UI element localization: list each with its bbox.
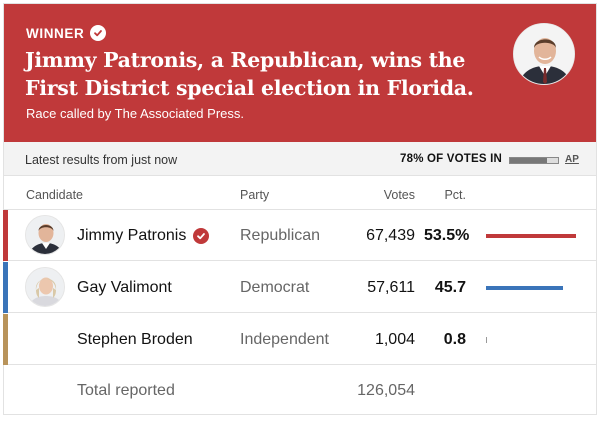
candidate-name: Jimmy Patronis [77, 227, 210, 245]
table-row: Gay Valimont Democrat 57,611 45.7 [3, 262, 596, 313]
header-candidate: Candidate [26, 188, 83, 202]
candidate-name: Stephen Broden [77, 331, 193, 349]
winner-photo [513, 23, 575, 85]
candidate-party: Democrat [240, 279, 310, 296]
winner-label: WINNER [26, 25, 85, 41]
vote-share-bar [486, 234, 576, 238]
candidate-party: Republican [240, 227, 321, 244]
winner-checkmark-icon [193, 228, 210, 244]
headline: Jimmy Patronis, a Republican, wins the F… [25, 48, 474, 100]
status-bar: Latest results from just now 78% OF VOTE… [4, 142, 596, 176]
candidate-pct: 53.5% [424, 227, 470, 244]
candidate-photo [25, 215, 65, 255]
candidate-votes: 67,439 [366, 227, 415, 244]
header-pct: Pct. [444, 188, 466, 202]
candidate-name-text: Stephen Broden [77, 331, 193, 348]
ap-source-link[interactable]: AP [565, 154, 579, 165]
header-votes: Votes [383, 188, 415, 202]
total-label: Total reported [77, 382, 175, 399]
votes-in-label: 78% OF VOTES IN [400, 153, 503, 165]
checkmark-icon [90, 25, 107, 41]
candidate-pct: 45.7 [434, 279, 466, 296]
candidate-name: Gay Valimont [77, 279, 172, 297]
reporting-progress-fill [510, 158, 548, 163]
party-color-stripe [3, 262, 8, 313]
table-row: Jimmy Patronis Republican 67,439 53.5% [3, 210, 596, 261]
candidate-party: Independent [240, 331, 329, 348]
candidate-name-text: Gay Valimont [77, 279, 172, 296]
vote-share-bar [486, 337, 487, 343]
vote-share-bar [486, 286, 563, 290]
party-color-stripe [3, 314, 8, 365]
table-header: Candidate Party Votes Pct. [4, 176, 596, 210]
table-row: Stephen Broden Independent 1,004 0.8 [3, 314, 596, 365]
total-row: Total reported 126,054 [4, 365, 596, 415]
candidate-pct: 0.8 [443, 331, 466, 348]
header-party: Party [240, 188, 270, 202]
election-results-card: WINNER Jimmy Patronis, a Republican, win… [3, 3, 597, 415]
candidate-votes: 1,004 [374, 331, 415, 348]
candidate-photo [25, 267, 65, 307]
party-color-stripe [3, 210, 8, 261]
race-called-note: Race called by The Associated Press. [26, 106, 244, 121]
winner-label-row: WINNER [26, 25, 107, 41]
candidate-name-text: Jimmy Patronis [77, 227, 187, 244]
total-votes: 126,054 [357, 382, 415, 399]
winner-banner: WINNER Jimmy Patronis, a Republican, win… [4, 4, 596, 142]
candidate-votes: 57,611 [367, 279, 415, 296]
reporting-progress-bar [509, 157, 559, 164]
latest-results-text: Latest results from just now [25, 153, 178, 167]
